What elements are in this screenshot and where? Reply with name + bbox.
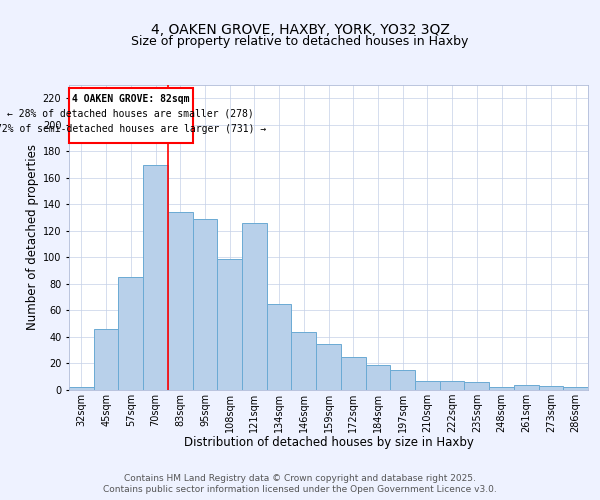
Text: 4 OAKEN GROVE: 82sqm: 4 OAKEN GROVE: 82sqm <box>72 94 190 104</box>
Bar <box>267 304 292 390</box>
Text: Contains HM Land Registry data © Crown copyright and database right 2025.: Contains HM Land Registry data © Crown c… <box>124 474 476 483</box>
Text: 4, OAKEN GROVE, HAXBY, YORK, YO32 3QZ: 4, OAKEN GROVE, HAXBY, YORK, YO32 3QZ <box>151 22 449 36</box>
Bar <box>365 365 390 390</box>
Bar <box>143 164 168 390</box>
Bar <box>217 258 242 390</box>
Bar <box>464 382 489 390</box>
Text: Contains public sector information licensed under the Open Government Licence v3: Contains public sector information licen… <box>103 485 497 494</box>
Bar <box>193 219 217 390</box>
Text: 72% of semi-detached houses are larger (731) →: 72% of semi-detached houses are larger (… <box>0 124 266 134</box>
Bar <box>539 386 563 390</box>
FancyBboxPatch shape <box>69 88 193 144</box>
Bar <box>94 329 118 390</box>
Bar <box>390 370 415 390</box>
Bar <box>242 223 267 390</box>
Bar <box>563 388 588 390</box>
Bar <box>415 380 440 390</box>
Text: Size of property relative to detached houses in Haxby: Size of property relative to detached ho… <box>131 35 469 48</box>
Bar <box>168 212 193 390</box>
Bar <box>341 357 365 390</box>
Text: ← 28% of detached houses are smaller (278): ← 28% of detached houses are smaller (27… <box>7 108 254 118</box>
Bar <box>118 278 143 390</box>
Y-axis label: Number of detached properties: Number of detached properties <box>26 144 38 330</box>
X-axis label: Distribution of detached houses by size in Haxby: Distribution of detached houses by size … <box>184 436 473 450</box>
Bar <box>69 388 94 390</box>
Bar <box>292 332 316 390</box>
Bar <box>316 344 341 390</box>
Bar <box>440 380 464 390</box>
Bar <box>514 384 539 390</box>
Bar <box>489 388 514 390</box>
